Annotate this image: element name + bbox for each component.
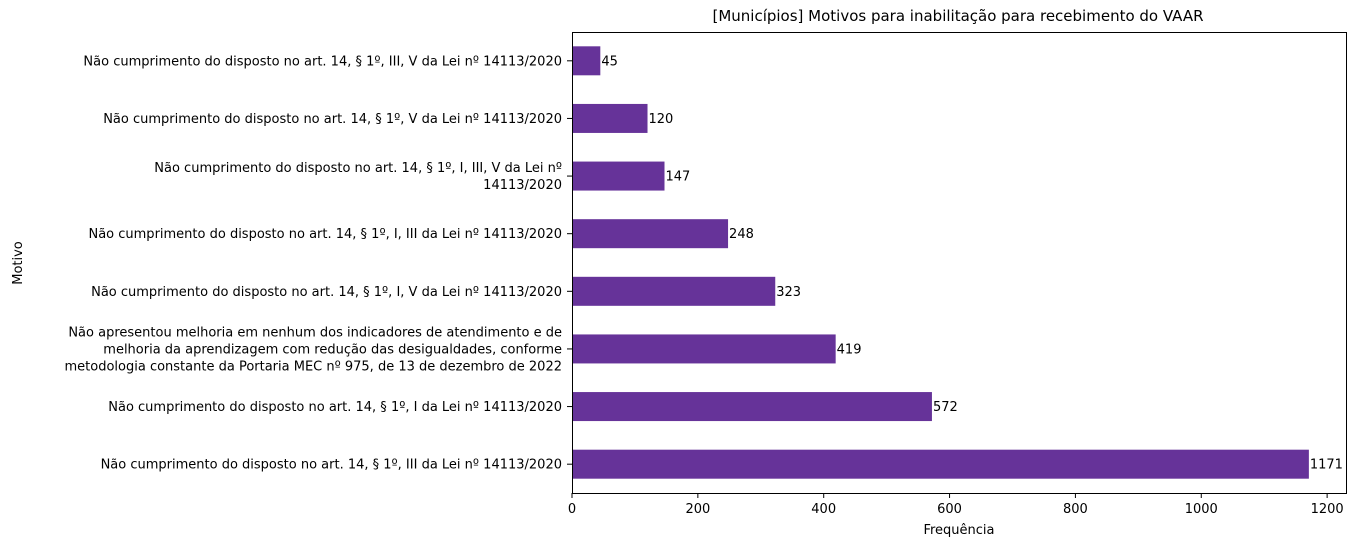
- bar-value-label: 147: [666, 170, 691, 185]
- y-tick-label: Não cumprimento do disposto no art. 14, …: [108, 400, 562, 415]
- y-tick-label: Não cumprimento do disposto no art. 14, …: [83, 54, 562, 69]
- x-axis-label: Frequência: [923, 523, 994, 538]
- y-tick-label-line: Não apresentou melhoria em nenhum dos in…: [68, 325, 562, 340]
- y-tick-label-line: Não cumprimento do disposto no art. 14, …: [91, 285, 562, 300]
- x-tick-label: 1200: [1311, 502, 1344, 517]
- bar: [572, 392, 932, 422]
- bar-value-label: 120: [649, 112, 674, 127]
- bar-value-label: 1171: [1310, 458, 1343, 473]
- bar: [572, 219, 729, 249]
- bar: [572, 449, 1309, 479]
- y-tick-label: Não apresentou melhoria em nenhum dos in…: [65, 325, 563, 374]
- x-tick-label: 0: [568, 502, 576, 517]
- y-tick-label-line: Não cumprimento do disposto no art. 14, …: [88, 227, 562, 242]
- chart-title: [Municípios] Motivos para inabilitação p…: [712, 7, 1203, 25]
- y-tick-label-line: metodologia constante da Portaria MEC nº…: [65, 359, 563, 374]
- x-tick-label: 200: [685, 502, 710, 517]
- bar: [572, 334, 836, 364]
- bar: [572, 103, 648, 133]
- y-tick-label-line: melhoria da aprendizagem com redução das…: [103, 342, 562, 357]
- bar-value-label: 323: [776, 285, 801, 300]
- y-tick-label-line: Não cumprimento do disposto no art. 14, …: [154, 161, 562, 176]
- y-tick-label: Não cumprimento do disposto no art. 14, …: [154, 161, 562, 193]
- bar-value-label: 45: [601, 54, 618, 69]
- x-tick-label: 400: [811, 502, 836, 517]
- bar: [572, 276, 776, 306]
- y-tick-label-line: 14113/2020: [483, 178, 562, 193]
- y-tick-label: Não cumprimento do disposto no art. 14, …: [91, 285, 562, 300]
- y-tick-label: Não cumprimento do disposto no art. 14, …: [101, 458, 562, 473]
- x-tick-label: 600: [937, 502, 962, 517]
- y-axis-tick-labels: Não cumprimento do disposto no art. 14, …: [65, 54, 563, 472]
- bars-layer: 45 120 147 248 323 419 572 1171: [572, 46, 1343, 479]
- bar-value-label: 572: [933, 400, 958, 415]
- bar-value-label: 248: [729, 227, 754, 242]
- axes-frame: [572, 32, 1347, 494]
- x-tick-label: 800: [1063, 502, 1088, 517]
- y-tick-label: Não cumprimento do disposto no art. 14, …: [103, 112, 562, 127]
- y-tick-label-line: Não cumprimento do disposto no art. 14, …: [83, 54, 562, 69]
- y-tick-label: Não cumprimento do disposto no art. 14, …: [88, 227, 562, 242]
- x-tick-label: 1000: [1185, 502, 1218, 517]
- bar: [572, 161, 665, 191]
- y-tick-label-line: Não cumprimento do disposto no art. 14, …: [101, 458, 562, 473]
- bar: [572, 46, 601, 76]
- y-tick-label-line: Não cumprimento do disposto no art. 14, …: [103, 112, 562, 127]
- y-tick-label-line: Não cumprimento do disposto no art. 14, …: [108, 400, 562, 415]
- y-axis-label: Motivo: [11, 241, 26, 285]
- bar-value-label: 419: [837, 342, 862, 357]
